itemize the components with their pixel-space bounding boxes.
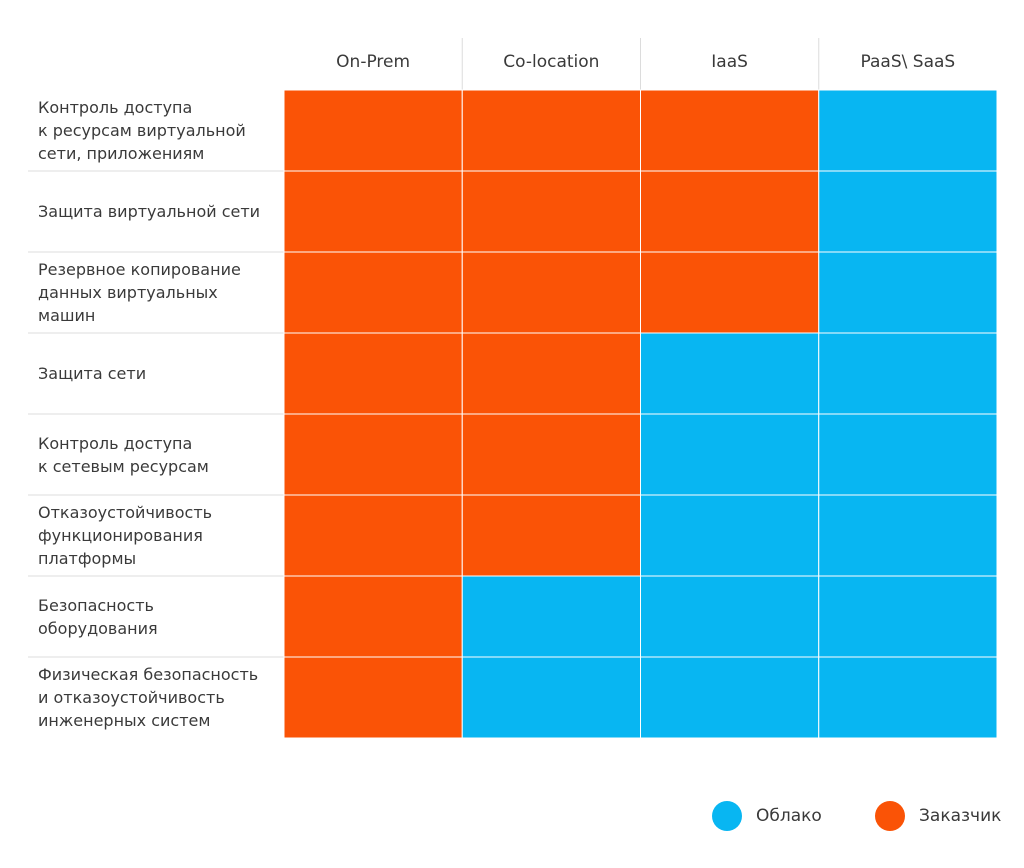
column-header: IaaS: [711, 52, 748, 72]
legend-label: Заказчик: [919, 806, 1002, 826]
legend-item-cloud: Облако: [712, 800, 822, 832]
cell-cloud: [640, 413, 820, 496]
column-header: On-Prem: [336, 52, 411, 72]
row-label: Контроль доступа к сетевым ресурсам: [38, 433, 209, 476]
cell-cloud: [818, 251, 998, 334]
cell-cloud: [818, 89, 998, 172]
cell-customer: [283, 494, 463, 577]
cell-cloud: [818, 656, 998, 739]
cell-customer: [640, 89, 820, 172]
row-label: Отказоустойчивость функционирования плат…: [38, 503, 213, 568]
legend-swatch: [875, 801, 905, 831]
cell-cloud: [818, 575, 998, 658]
cell-cloud: [818, 413, 998, 496]
cell-customer: [640, 170, 820, 253]
cell-customer: [283, 89, 463, 172]
cell-customer: [283, 575, 463, 658]
cell-customer: [283, 170, 463, 253]
cell-cloud: [818, 494, 998, 577]
cell-cloud: [461, 575, 641, 658]
cell-customer: [283, 251, 463, 334]
legend-label: Облако: [756, 806, 822, 826]
row-label: Защита сети: [38, 364, 147, 383]
cell-customer: [461, 494, 641, 577]
cell-cloud: [640, 656, 820, 739]
cell-customer: [461, 89, 641, 172]
cell-cloud: [640, 494, 820, 577]
cell-cloud: [640, 575, 820, 658]
row-label: Физическая безопасность и отказоустойчив…: [38, 665, 259, 730]
legend-item-customer: Заказчик: [875, 800, 1001, 832]
cell-customer: [461, 251, 641, 334]
row-label: Резервное копирование данных виртуальных…: [38, 260, 241, 325]
cell-cloud: [818, 170, 998, 253]
column-header: Co-location: [503, 52, 600, 72]
row-label: Контроль доступа к ресурсам виртуальной …: [38, 98, 246, 163]
cell-cloud: [640, 332, 820, 415]
row-label: Безопасность оборудования: [38, 595, 158, 638]
cell-customer: [283, 656, 463, 739]
legend-swatch: [712, 801, 742, 831]
cell-customer: [283, 332, 463, 415]
cell-customer: [461, 413, 641, 496]
row-label: Защита виртуальной сети: [38, 202, 261, 221]
cell-customer: [461, 170, 641, 253]
cell-cloud: [818, 332, 998, 415]
cell-customer: [461, 332, 641, 415]
column-header: PaaS\ SaaS: [860, 52, 956, 72]
cell-cloud: [461, 656, 641, 739]
cell-customer: [283, 413, 463, 496]
cell-customer: [640, 251, 820, 334]
